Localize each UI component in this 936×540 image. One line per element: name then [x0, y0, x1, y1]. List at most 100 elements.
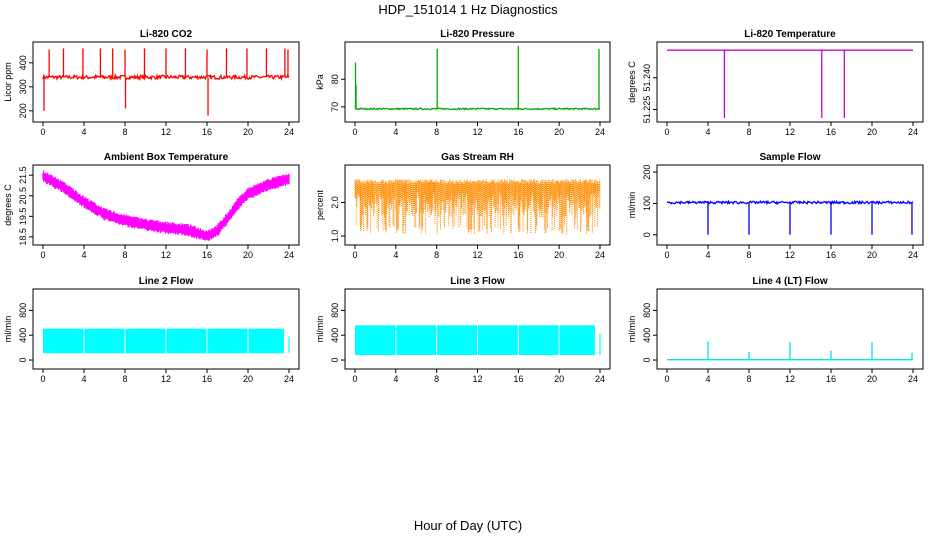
x-tick-label: 0 — [352, 374, 357, 384]
y-tick-label: 0 — [642, 358, 652, 363]
x-tick-label: 0 — [664, 250, 669, 260]
plot-frame — [656, 41, 924, 123]
x-tick-label: 16 — [202, 127, 212, 137]
y-tick-label: 800 — [642, 303, 652, 318]
y-tick-label: 80 — [330, 74, 340, 84]
x-tick-label: 8 — [122, 127, 127, 137]
data-band — [355, 325, 595, 356]
y-tick-label: 0 — [642, 232, 652, 237]
y-tick-label: 18.5 — [18, 228, 28, 246]
x-tick-label: 24 — [908, 374, 918, 384]
x-tick-label: 16 — [513, 250, 523, 260]
x-tick-label: 12 — [472, 374, 482, 384]
y-axis-label: kPa — [315, 74, 325, 90]
x-tick-label: 16 — [826, 250, 836, 260]
x-tick-label: 24 — [284, 250, 294, 260]
y-tick-label: 800 — [18, 303, 28, 318]
x-tick-label: 20 — [867, 127, 877, 137]
chart-title: Li-820 Pressure — [440, 29, 515, 40]
x-tick-label: 0 — [40, 250, 45, 260]
chart-panel: Gas Stream RH 0 4 8 12 16 20 24 1.0 2.0 percent — [315, 152, 611, 260]
x-tick-label: 16 — [202, 374, 212, 384]
x-tick-label: 24 — [595, 127, 605, 137]
x-tick-label: 4 — [81, 127, 86, 137]
y-tick-label: 200 — [18, 103, 28, 118]
x-tick-label: 0 — [40, 374, 45, 384]
x-tick-label: 12 — [161, 374, 171, 384]
x-tick-label: 4 — [705, 250, 710, 260]
x-tick-label: 16 — [826, 127, 836, 137]
chart-panel: Li-820 Pressure 0 4 8 12 16 20 24 70 80 kPa — [315, 29, 611, 137]
x-tick-label: 24 — [284, 374, 294, 384]
y-tick-label: 1.0 — [330, 230, 340, 243]
x-tick-label: 20 — [243, 250, 253, 260]
y-tick-label: 19.5 — [18, 208, 28, 226]
chart-panel: Line 3 Flow 0 4 8 12 16 20 24 0 400 800 ml/min — [315, 276, 611, 384]
chart-panel: Li-820 Temperature 0 4 8 12 16 20 24 51.225 51.24… — [627, 29, 924, 137]
page-title: HDP_151014 1 Hz Diagnostics — [378, 2, 558, 17]
y-tick-label: 0 — [330, 358, 340, 363]
x-tick-label: 0 — [352, 127, 357, 137]
x-tick-label: 4 — [393, 127, 398, 137]
x-tick-label: 12 — [785, 374, 795, 384]
chart-title: Li-820 Temperature — [744, 29, 836, 40]
chart-title: Li-820 CO2 — [140, 29, 193, 40]
chart-title: Line 4 (LT) Flow — [752, 276, 828, 287]
chart-title: Ambient Box Temperature — [104, 152, 229, 163]
data-series — [354, 107, 601, 111]
y-tick-label: 70 — [330, 102, 340, 112]
x-tick-label: 0 — [352, 250, 357, 260]
y-axis-label: percent — [315, 189, 325, 220]
x-tick-label: 4 — [81, 250, 86, 260]
x-tick-label: 16 — [202, 250, 212, 260]
x-tick-label: 0 — [40, 127, 45, 137]
y-tick-label: 800 — [330, 303, 340, 318]
y-tick-label: 300 — [18, 79, 28, 94]
x-tick-label: 4 — [393, 250, 398, 260]
x-tick-label: 24 — [595, 250, 605, 260]
y-tick-label: 51.225 — [642, 96, 652, 124]
y-axis-label: ml/min — [627, 316, 637, 343]
x-tick-label: 12 — [785, 250, 795, 260]
x-tick-label: 24 — [284, 127, 294, 137]
x-tick-label: 20 — [867, 250, 877, 260]
y-tick-label: 20.5 — [18, 187, 28, 205]
y-axis-label: Licor ppm — [3, 62, 13, 102]
y-tick-label: 400 — [330, 328, 340, 343]
y-tick-label: 0 — [18, 358, 28, 363]
x-tick-label: 24 — [908, 250, 918, 260]
chart-title: Sample Flow — [759, 152, 820, 163]
y-tick-label: 51.240 — [642, 64, 652, 92]
chart-panel: Li-820 CO2 0 4 8 12 16 20 24 200 300 400 Licor ppm — [3, 29, 300, 137]
chart-panel: Line 4 (LT) Flow 0 4 8 12 16 20 24 0 400 800 ml/min — [627, 276, 924, 384]
x-tick-label: 20 — [554, 250, 564, 260]
y-tick-label: 400 — [642, 328, 652, 343]
x-tick-label: 20 — [554, 374, 564, 384]
x-tick-label: 4 — [393, 374, 398, 384]
x-tick-label: 8 — [434, 127, 439, 137]
chart-title: Line 2 Flow — [139, 276, 194, 287]
x-tick-label: 8 — [122, 250, 127, 260]
x-tick-label: 12 — [785, 127, 795, 137]
chart-panel: Sample Flow 0 4 8 12 16 20 24 0 100 200 ml/min — [627, 152, 924, 260]
x-tick-label: 20 — [243, 374, 253, 384]
chart-title: Line 3 Flow — [450, 276, 505, 287]
x-tick-label: 16 — [513, 127, 523, 137]
x-tick-label: 8 — [746, 127, 751, 137]
x-tick-label: 12 — [472, 127, 482, 137]
x-tick-label: 16 — [513, 374, 523, 384]
x-tick-label: 12 — [161, 250, 171, 260]
data-band — [43, 328, 284, 354]
y-axis-label: ml/min — [315, 316, 325, 343]
data-series — [666, 199, 914, 206]
y-tick-label: 400 — [18, 55, 28, 70]
x-tick-label: 20 — [243, 127, 253, 137]
y-tick-label: 400 — [18, 328, 28, 343]
x-tick-label: 24 — [908, 127, 918, 137]
x-tick-label: 0 — [664, 127, 669, 137]
chart-title: Gas Stream RH — [441, 152, 514, 163]
x-axis-label: Hour of Day (UTC) — [413, 518, 523, 533]
x-tick-label: 12 — [161, 127, 171, 137]
x-tick-label: 8 — [122, 374, 127, 384]
x-tick-label: 12 — [472, 250, 482, 260]
